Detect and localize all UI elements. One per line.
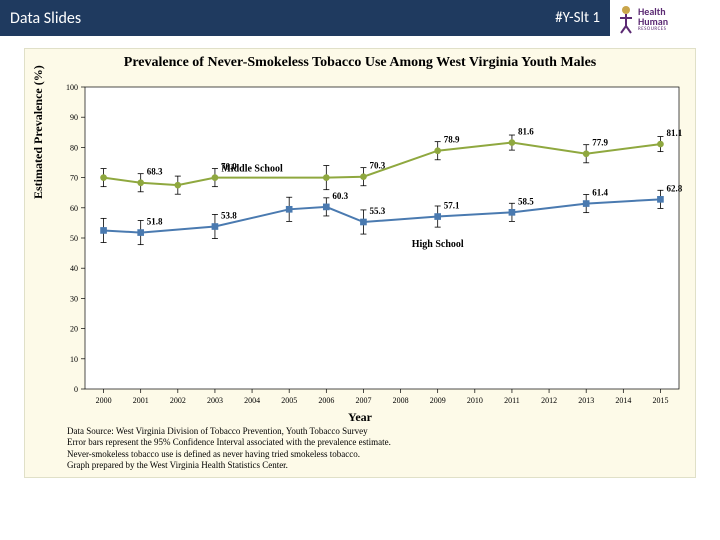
svg-text:High School: High School [412, 239, 464, 250]
svg-text:2011: 2011 [504, 396, 520, 405]
svg-text:30: 30 [70, 294, 78, 303]
svg-text:2002: 2002 [170, 396, 186, 405]
chart-plot: 0 10 20 30 40 50 60 70 80 90 100 2000 2001 2002 2003 20… [25, 79, 697, 429]
svg-text:2000: 2000 [96, 396, 112, 405]
svg-text:2012: 2012 [541, 396, 557, 405]
svg-text:53.8: 53.8 [221, 211, 237, 221]
chart-container: Prevalence of Never-Smokeless Tobacco Us… [24, 48, 696, 478]
svg-text:90: 90 [70, 113, 78, 122]
header-slide-id: #Y-Slt 1 [555, 9, 600, 27]
slide-header: Data Slides #Y-Slt 1 [0, 0, 610, 36]
svg-text:2014: 2014 [615, 396, 631, 405]
svg-text:62.8: 62.8 [666, 183, 682, 193]
svg-text:58.5: 58.5 [518, 196, 534, 206]
svg-text:2004: 2004 [244, 396, 260, 405]
svg-text:2015: 2015 [652, 396, 668, 405]
svg-text:2003: 2003 [207, 396, 223, 405]
svg-text:80: 80 [70, 143, 78, 152]
svg-text:60: 60 [70, 204, 78, 213]
svg-text:68.3: 68.3 [147, 167, 163, 177]
chart-footnotes: Data Source: West Virginia Division of T… [67, 426, 391, 471]
svg-text:81.6: 81.6 [518, 127, 534, 137]
svg-text:2008: 2008 [393, 396, 409, 405]
svg-text:2001: 2001 [133, 396, 149, 405]
svg-text:10: 10 [70, 355, 78, 364]
svg-text:60.3: 60.3 [332, 191, 348, 201]
svg-text:55.3: 55.3 [369, 206, 385, 216]
dhhr-logo: Health Human RESOURCES [616, 2, 714, 36]
svg-text:57.1: 57.1 [444, 201, 460, 211]
svg-text:81.1: 81.1 [666, 128, 682, 138]
footnote-line: Error bars represent the 95% Confidence … [67, 437, 391, 448]
svg-text:100: 100 [66, 83, 78, 92]
svg-text:51.8: 51.8 [147, 217, 163, 227]
svg-text:77.9: 77.9 [592, 138, 608, 148]
footnote-line: Data Source: West Virginia Division of T… [67, 426, 391, 437]
x-axis-label: Year [348, 410, 372, 425]
svg-text:70.3: 70.3 [369, 161, 385, 171]
svg-text:2013: 2013 [578, 396, 594, 405]
svg-text:61.4: 61.4 [592, 188, 608, 198]
svg-text:2010: 2010 [467, 396, 483, 405]
chart-title: Prevalence of Never-Smokeless Tobacco Us… [25, 49, 695, 71]
svg-text:70: 70 [70, 174, 78, 183]
header-title: Data Slides [10, 9, 81, 28]
svg-text:2005: 2005 [281, 396, 297, 405]
logo-line2: Human [638, 17, 668, 27]
logo-sub: RESOURCES [638, 27, 668, 32]
svg-text:78.9: 78.9 [444, 135, 460, 145]
footnote-line: Graph prepared by the West Virginia Heal… [67, 460, 391, 471]
svg-text:50: 50 [70, 234, 78, 243]
svg-text:40: 40 [70, 264, 78, 273]
svg-text:2007: 2007 [355, 396, 371, 405]
svg-text:0: 0 [74, 385, 78, 394]
footnote-line: Never-smokeless tobacco use is defined a… [67, 449, 391, 460]
svg-text:20: 20 [70, 325, 78, 334]
svg-text:2006: 2006 [318, 396, 334, 405]
svg-text:Middle School: Middle School [221, 164, 283, 175]
svg-text:2009: 2009 [430, 396, 446, 405]
